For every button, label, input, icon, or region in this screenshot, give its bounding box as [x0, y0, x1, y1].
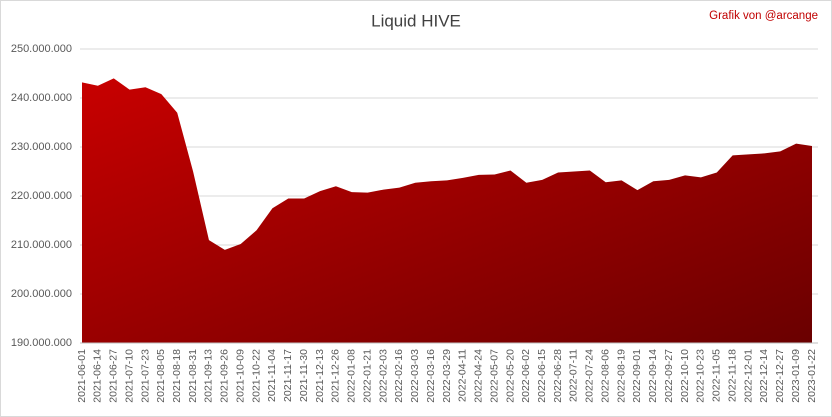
- chart-title: Liquid HIVE: [371, 11, 461, 30]
- y-tick-label: 200.000.000: [11, 288, 72, 300]
- y-tick-label: 220.000.000: [11, 190, 72, 202]
- x-tick-label: 2021-12-13: [314, 349, 326, 403]
- x-tick-label: 2022-05-20: [504, 349, 516, 403]
- x-tick-label: 2022-06-28: [552, 349, 564, 403]
- x-tick-label: 2021-06-27: [108, 349, 120, 403]
- x-tick-label: 2022-04-24: [473, 349, 485, 403]
- x-tick-label: 2022-10-23: [695, 349, 707, 403]
- x-tick-label: 2022-09-14: [647, 349, 659, 403]
- x-tick-label: 2021-11-04: [266, 349, 278, 402]
- x-tick-label: 2023-01-22: [806, 349, 818, 403]
- x-tick-label: 2021-10-09: [234, 349, 246, 403]
- x-tick-label: 2021-07-23: [139, 349, 151, 403]
- x-tick-label: 2022-11-18: [726, 349, 738, 402]
- x-tick-label: 2021-07-10: [123, 349, 135, 403]
- x-tick-label: 2021-12-26: [330, 349, 342, 403]
- x-tick-label: 2021-08-05: [155, 349, 167, 403]
- x-tick-label: 2022-03-29: [441, 349, 453, 403]
- credit: Grafik von @arcange: [709, 10, 818, 22]
- x-tick-label: 2022-07-11: [568, 349, 580, 402]
- x-tick-label: 2022-08-06: [599, 349, 611, 403]
- x-tick-label: 2022-02-03: [377, 349, 389, 403]
- x-tick-label: 2022-09-01: [631, 349, 643, 403]
- x-tick-label: 2022-03-16: [425, 349, 437, 403]
- x-tick-label: 2022-01-21: [361, 349, 373, 403]
- x-tick-label: 2022-03-03: [409, 349, 421, 403]
- x-tick-label: 2021-06-01: [76, 349, 88, 403]
- x-tick-label: 2022-06-15: [536, 349, 548, 403]
- x-tick-label: 2021-09-26: [219, 349, 231, 403]
- x-tick-label: 2022-02-16: [393, 349, 405, 403]
- x-tick-label: 2023-01-09: [790, 349, 802, 403]
- x-tick-label: 2021-10-22: [250, 349, 262, 403]
- x-tick-label: 2022-12-27: [774, 349, 786, 403]
- x-tick-label: 2021-06-14: [92, 349, 104, 403]
- x-tick-label: 2022-04-11: [457, 349, 469, 402]
- y-tick-label: 190.000.000: [11, 337, 72, 349]
- y-tick-label: 210.000.000: [11, 239, 72, 251]
- x-tick-label: 2021-08-31: [187, 349, 199, 403]
- x-tick-label: 2022-05-07: [488, 349, 500, 403]
- x-tick-label: 2022-08-19: [615, 349, 627, 403]
- x-tick-label: 2022-10-10: [679, 349, 691, 403]
- x-tick-label: 2022-09-27: [663, 349, 675, 403]
- area: [82, 78, 812, 344]
- x-tick-label: 2022-12-14: [758, 349, 770, 403]
- y-tick-label: 230.000.000: [11, 141, 72, 153]
- x-tick-label: 2022-06-02: [520, 349, 532, 403]
- x-tick-label: 2022-12-01: [742, 349, 754, 403]
- x-tick-label: 2022-01-08: [346, 349, 358, 403]
- x-tick-label: 2021-11-17: [282, 349, 294, 402]
- x-tick-label: 2021-09-13: [203, 349, 215, 403]
- y-tick-label: 250.000.000: [11, 43, 72, 55]
- x-tick-label: 2022-11-05: [711, 349, 723, 402]
- x-tick-label: 2021-08-18: [171, 349, 183, 403]
- x-tick-label: 2022-07-24: [584, 349, 596, 403]
- y-tick-label: 240.000.000: [11, 92, 72, 104]
- x-tick-label: 2021-11-30: [298, 349, 310, 402]
